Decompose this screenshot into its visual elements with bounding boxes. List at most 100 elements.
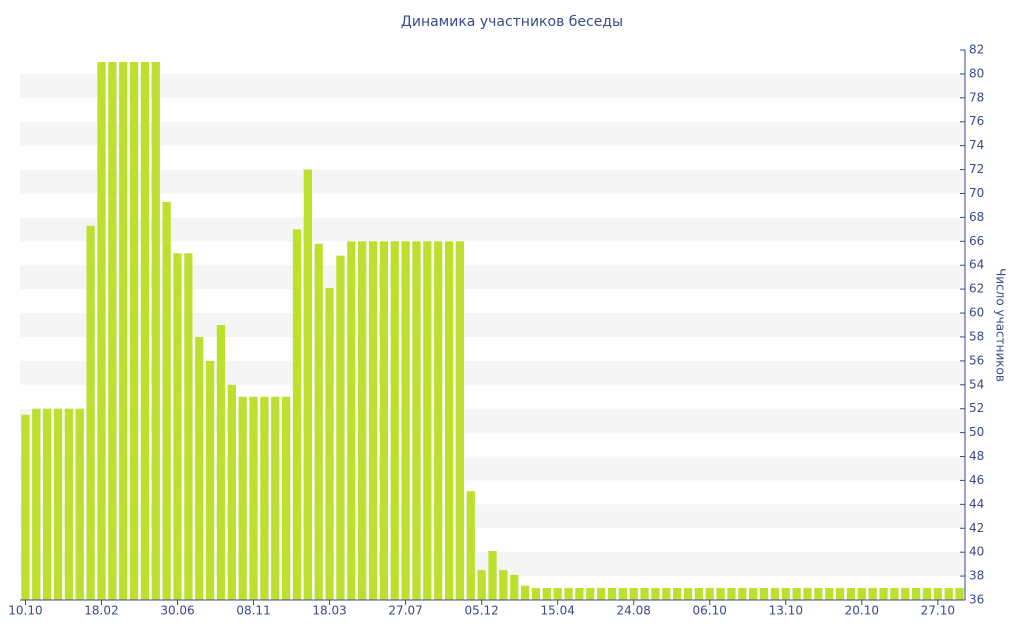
bar	[466, 491, 475, 600]
bar	[368, 241, 378, 600]
y-tick-label: 52	[969, 401, 984, 415]
bar	[835, 588, 845, 600]
bar	[173, 253, 182, 600]
bar	[64, 408, 74, 600]
bar	[651, 588, 660, 600]
x-tick-label: 06.10	[693, 604, 727, 618]
y-tick-label: 70	[969, 186, 984, 200]
x-tick-label: 30.06	[160, 604, 194, 618]
bar	[151, 61, 160, 600]
bar	[119, 61, 128, 600]
bar	[879, 588, 888, 600]
grid-stripe	[20, 121, 965, 146]
bar	[444, 241, 454, 600]
bar	[683, 588, 693, 600]
chart-title: Динамика участников беседы	[401, 14, 623, 30]
bar	[586, 588, 595, 600]
bar	[662, 588, 671, 600]
bar	[738, 588, 747, 600]
y-axis-label: Число участников	[994, 268, 1008, 382]
bar	[455, 241, 465, 600]
bar	[825, 588, 834, 600]
grid-stripe	[20, 217, 965, 242]
bar	[260, 396, 269, 600]
y-tick-label: 38	[969, 569, 984, 583]
x-tick-label: 24.08	[617, 604, 651, 618]
y-tick-label: 54	[969, 377, 984, 391]
grid-stripe	[20, 360, 965, 385]
bar	[292, 229, 302, 600]
bar	[629, 588, 638, 600]
y-tick-label: 72	[969, 162, 984, 176]
x-tick-label: 08.11	[236, 604, 270, 618]
bar	[412, 241, 421, 600]
bar	[553, 588, 562, 600]
y-tick-label: 42	[969, 521, 984, 535]
bar	[238, 396, 247, 600]
bar	[694, 588, 704, 600]
bar	[216, 325, 226, 600]
bar	[618, 588, 627, 600]
bar	[303, 169, 312, 600]
y-tick-label: 40	[969, 545, 984, 559]
grid-stripe	[20, 504, 965, 529]
y-tick-label: 76	[969, 114, 984, 128]
bar	[890, 588, 899, 600]
bar	[227, 384, 236, 600]
grid-stripe	[20, 408, 965, 433]
bar	[770, 588, 780, 600]
bar	[781, 588, 790, 600]
bar	[195, 336, 204, 600]
bar	[814, 588, 823, 600]
bar	[86, 225, 95, 600]
y-tick-label: 44	[969, 497, 984, 511]
bar	[911, 588, 921, 600]
bar	[868, 588, 877, 600]
bar	[53, 408, 63, 600]
bar	[922, 588, 932, 600]
bar	[358, 241, 367, 600]
bar	[390, 241, 399, 600]
x-tick-label: 20.10	[845, 604, 879, 618]
bar	[716, 588, 725, 600]
bar	[347, 241, 356, 600]
x-tick-label: 27.10	[921, 604, 955, 618]
y-tick-label: 60	[969, 306, 984, 320]
y-tick-label: 36	[969, 593, 984, 607]
bar	[75, 408, 84, 600]
bar	[673, 588, 682, 600]
x-tick-label: 05.12	[464, 604, 498, 618]
bar	[97, 61, 106, 600]
y-tick-label: 58	[969, 329, 984, 343]
y-tick-label: 82	[969, 43, 984, 57]
grid-stripe	[20, 456, 965, 481]
bar	[955, 588, 964, 600]
bar	[542, 588, 551, 600]
bar	[314, 243, 323, 600]
x-tick-label: 18.02	[84, 604, 118, 618]
grid-stripe	[20, 313, 965, 337]
y-tick-label: 68	[969, 210, 984, 224]
y-tick-label: 64	[969, 258, 984, 272]
bar	[596, 588, 606, 600]
bar	[43, 408, 52, 600]
bar	[140, 61, 150, 600]
bar	[32, 408, 41, 600]
x-tick-label: 18.03	[312, 604, 346, 618]
y-tick-label: 62	[969, 282, 984, 296]
bar	[401, 241, 410, 600]
bar	[803, 588, 812, 600]
bar	[575, 588, 584, 600]
y-tick-label: 56	[969, 353, 984, 367]
bar	[249, 396, 258, 600]
bar	[205, 360, 215, 600]
y-tick-label: 74	[969, 138, 984, 152]
bar	[477, 570, 486, 600]
bar	[336, 255, 345, 601]
bar	[759, 588, 769, 600]
bar	[933, 588, 942, 600]
y-tick-label: 66	[969, 234, 984, 248]
bar	[705, 588, 714, 600]
bar	[499, 570, 508, 600]
